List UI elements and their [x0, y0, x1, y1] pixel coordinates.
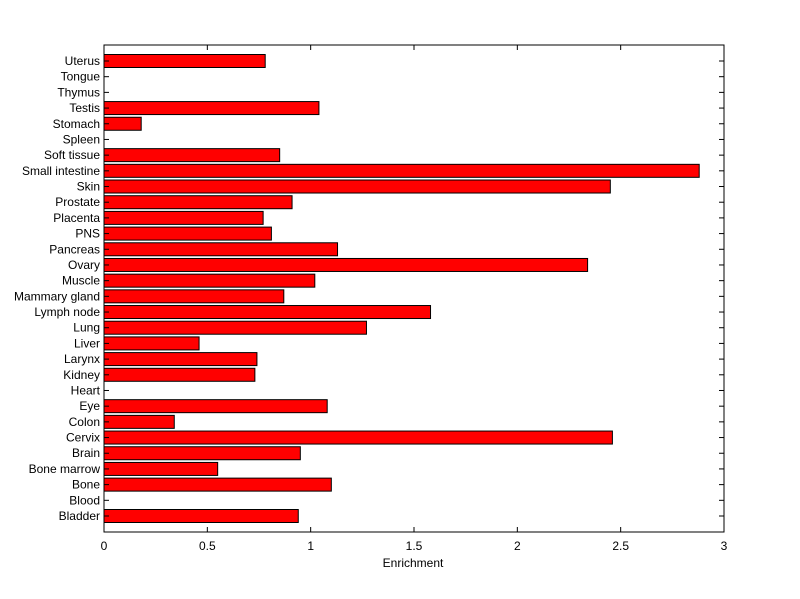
y-tick-label-testis: Testis: [69, 101, 100, 115]
bars-group: [103, 54, 700, 523]
bar-soft-tissue: [103, 148, 281, 163]
bar-eye: [103, 399, 328, 414]
x-tick-label-3: 1.5: [406, 539, 423, 553]
bar-testis: [103, 101, 320, 116]
x-tick-label-1: 0.5: [199, 539, 216, 553]
y-tick-label-colon: Colon: [69, 415, 100, 429]
bar-pns: [103, 226, 272, 241]
bar-kidney: [103, 367, 256, 382]
y-tick-label-cervix: Cervix: [66, 431, 100, 445]
bar-pancreas: [103, 242, 339, 257]
y-tick-label-uterus: Uterus: [65, 54, 100, 68]
y-tick-label-stomach: Stomach: [53, 117, 100, 131]
bar-colon: [103, 414, 175, 429]
y-tick-label-bladder: Bladder: [59, 509, 100, 523]
y-tick-label-brain: Brain: [72, 446, 100, 460]
y-tick-label-placenta: Placenta: [53, 211, 100, 225]
bar-cervix: [103, 430, 613, 445]
bar-placenta: [103, 210, 264, 225]
bar-mammary-gland: [103, 289, 285, 304]
bar-bone: [103, 477, 332, 492]
y-tick-label-ovary: Ovary: [68, 258, 100, 272]
y-tick-label-liver: Liver: [74, 336, 100, 350]
bar-stomach: [103, 116, 142, 131]
y-tick-label-thymus: Thymus: [57, 85, 100, 99]
bar-liver: [103, 336, 200, 351]
x-tick-label-4: 2: [514, 539, 521, 553]
bar-small-intestine: [103, 163, 700, 178]
y-tick-label-lung: Lung: [73, 321, 100, 335]
y-tick-label-larynx: Larynx: [64, 352, 100, 366]
bar-muscle: [103, 273, 316, 288]
y-tick-label-kidney: Kidney: [63, 368, 100, 382]
y-tick-label-soft-tissue: Soft tissue: [44, 148, 100, 162]
x-tick-label-2: 1: [307, 539, 314, 553]
bar-ovary: [103, 257, 589, 272]
bar-lymph-node: [103, 305, 432, 320]
y-tick-label-blood: Blood: [69, 493, 100, 507]
y-tick-label-mammary-gland: Mammary gland: [14, 289, 100, 303]
bar-bone-marrow: [103, 461, 219, 476]
x-axis-label: Enrichment: [383, 556, 444, 570]
y-tick-label-small-intestine: Small intestine: [22, 164, 100, 178]
y-tick-label-lymph-node: Lymph node: [34, 305, 100, 319]
y-tick-label-bone-marrow: Bone marrow: [29, 462, 101, 476]
y-tick-label-tongue: Tongue: [61, 70, 101, 84]
x-tick-label-6: 3: [721, 539, 728, 553]
bar-larynx: [103, 352, 258, 367]
x-tick-label-0: 0: [101, 539, 108, 553]
bar-uterus: [103, 54, 266, 68]
bar-bladder: [103, 509, 299, 523]
x-tick-label-5: 2.5: [612, 539, 629, 553]
y-tick-label-spleen: Spleen: [63, 132, 100, 146]
bar-lung: [103, 320, 367, 335]
y-tick-label-prostate: Prostate: [55, 195, 100, 209]
y-tick-label-heart: Heart: [71, 383, 101, 397]
y-tick-label-pns: PNS: [75, 227, 100, 241]
x-tick-labels: 0 0.5 1 1.5 2 2.5 3: [101, 539, 728, 553]
y-tick-label-eye: Eye: [79, 399, 100, 413]
bar-skin: [103, 179, 611, 194]
y-tick-label-bone: Bone: [72, 478, 100, 492]
bar-prostate: [103, 195, 293, 210]
y-tick-label-muscle: Muscle: [62, 274, 100, 288]
bar-brain: [103, 446, 301, 461]
y-tick-label-skin: Skin: [77, 180, 100, 194]
y-tick-label-pancreas: Pancreas: [49, 242, 100, 256]
plot-frame: [103, 44, 725, 533]
